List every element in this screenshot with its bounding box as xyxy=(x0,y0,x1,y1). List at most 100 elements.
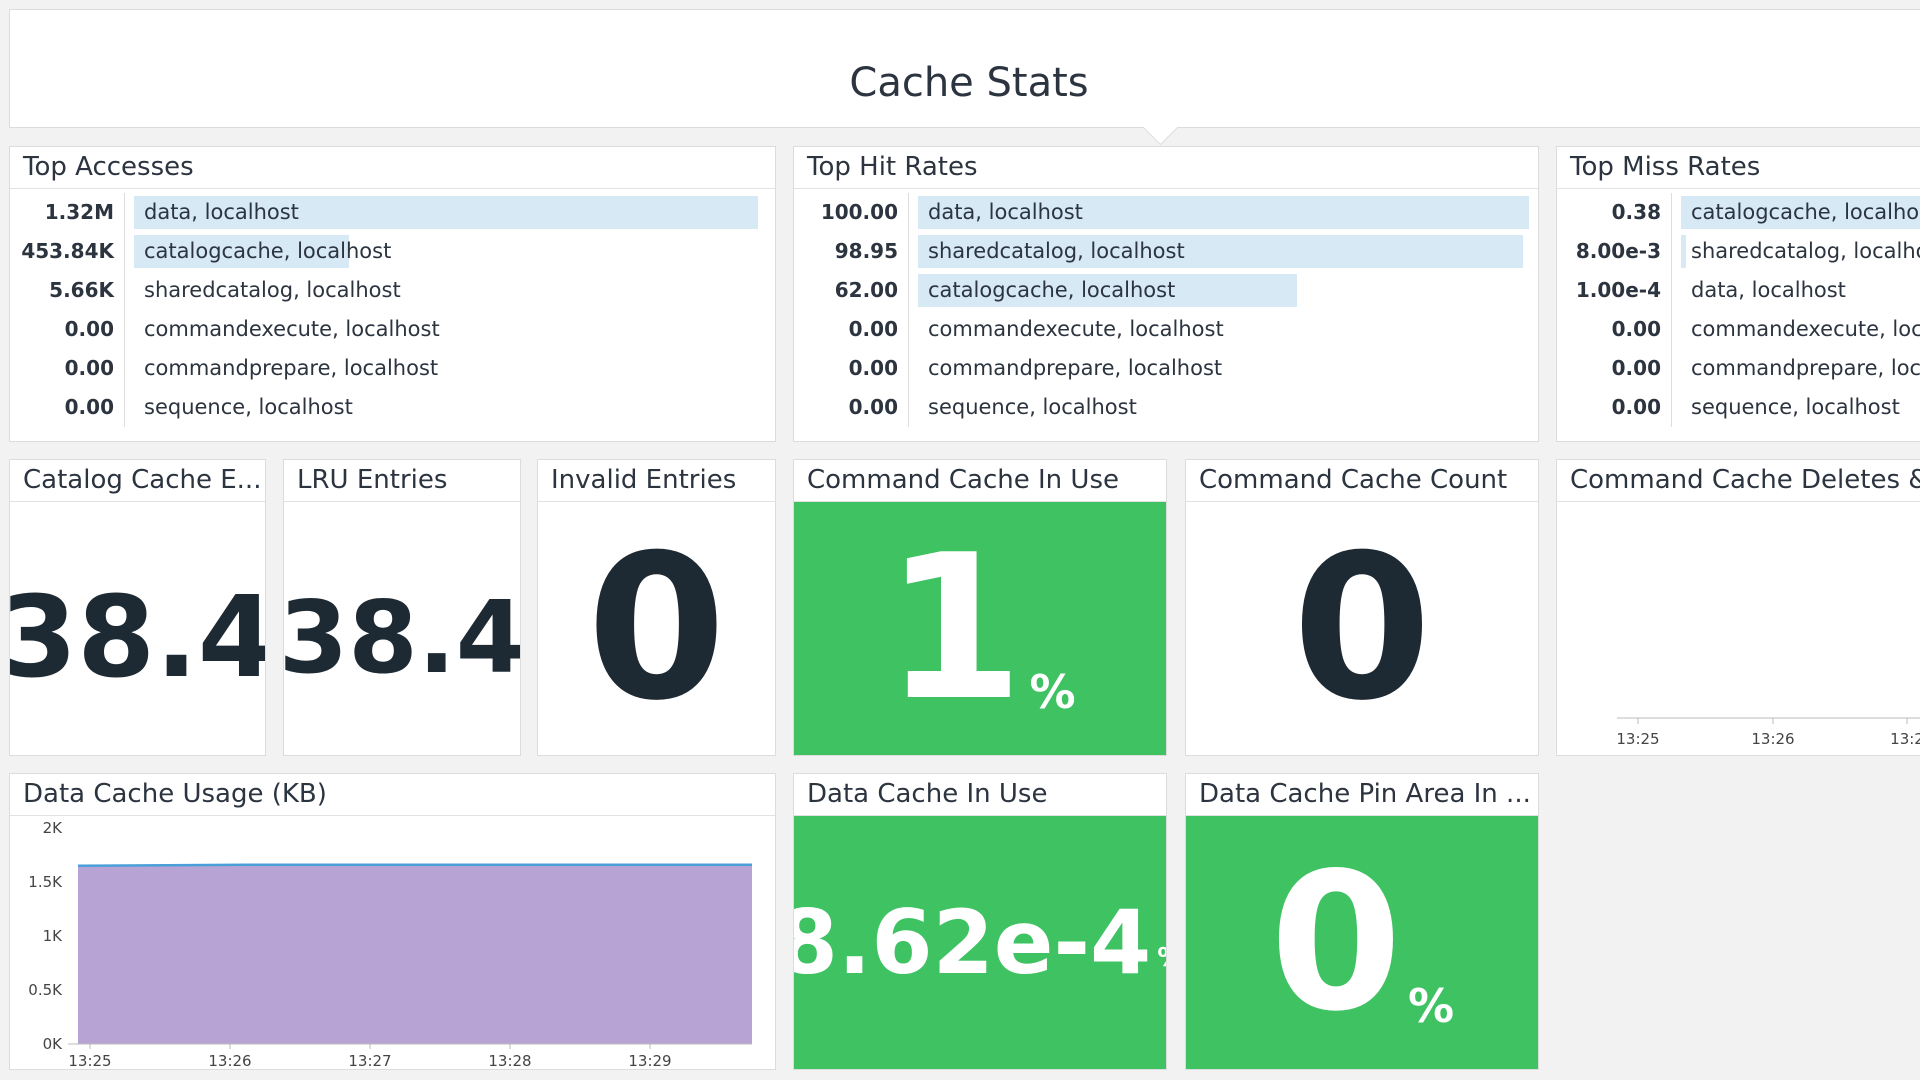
toplist-row[interactable]: 100.00 data, localhost xyxy=(794,193,1538,232)
row-label: sequence, localhost xyxy=(928,395,1137,419)
toplist-row[interactable]: 0.00 commandexecute, localhost xyxy=(794,310,1538,349)
row-label: sharedcatalog, localhost xyxy=(928,239,1185,263)
row-label: sharedcatalog, localhost xyxy=(144,278,401,302)
toplist-row[interactable]: 1.32M data, localhost xyxy=(10,193,775,232)
row-bar xyxy=(918,196,1529,229)
toplist-row[interactable]: 62.00 catalogcache, localhost xyxy=(794,271,1538,310)
command-cache-count-widget[interactable]: Command Cache Count 0 xyxy=(1185,459,1539,756)
top-accesses-widget[interactable]: Top Accesses 1.32M data, localhost 453.84K… xyxy=(9,146,776,442)
row-label: commandexecute, localhost xyxy=(144,317,440,341)
row-value: 0.00 xyxy=(1557,310,1672,349)
row-label: data, localhost xyxy=(1691,278,1846,302)
series-line xyxy=(77,863,752,868)
row-label: catalogcache, localhost xyxy=(928,278,1176,302)
data-cache-in-use-widget[interactable]: Data Cache In Use 8.62e-4 % xyxy=(793,773,1167,1070)
query-value: 0 xyxy=(538,502,775,755)
row-value: 0.00 xyxy=(1557,349,1672,388)
row-value: 62.00 xyxy=(794,271,909,310)
catalog-cache-entries-widget[interactable]: Catalog Cache E... 38.4 xyxy=(9,459,266,756)
value-text: 0 xyxy=(1292,512,1432,745)
row-value: 1.32M xyxy=(10,193,125,232)
lru-entries-widget[interactable]: LRU Entries 38.4 xyxy=(283,459,521,756)
dashboard-title: Cache Stats xyxy=(849,60,1089,106)
value-text: 38.4 xyxy=(9,572,266,703)
toplist-row[interactable]: 453.84K catalogcache, localhost xyxy=(10,232,775,271)
x-tick-label: 13:25 xyxy=(68,1052,111,1070)
row-value: 0.00 xyxy=(10,310,125,349)
row-value: 0.00 xyxy=(794,388,909,427)
toplist-row[interactable]: 8.00e-3 sharedcatalog, localhost xyxy=(1557,232,1920,271)
x-tick-label: 13:25 xyxy=(1616,730,1659,748)
query-value: 38.4 xyxy=(284,520,520,755)
row-label: catalogcache, localhost xyxy=(144,239,392,263)
command-cache-in-use-widget[interactable]: Command Cache In Use 1 % xyxy=(793,459,1167,756)
row-label: commandprepare, localhost xyxy=(144,356,439,380)
x-tick-label: 13:26 xyxy=(1751,730,1794,748)
query-value: 8.62e-4 % xyxy=(794,816,1166,1069)
y-tick-label: 1.5K xyxy=(28,873,63,891)
toplist-row[interactable]: 0.38 catalogcache, localhost xyxy=(1557,193,1920,232)
unit-label: % xyxy=(1029,665,1076,719)
x-tick-label: 13:26 xyxy=(208,1052,251,1070)
value-text: 1 xyxy=(884,512,1024,745)
row-value: 0.00 xyxy=(1557,388,1672,427)
top-miss-rates-widget[interactable]: 0.38 catalogcache, localhost 8.00e-3 shared… xyxy=(1556,146,1920,442)
banner-widget: Cache Stats xyxy=(9,9,1920,146)
toplist-row[interactable]: 98.95 sharedcatalog, localhost xyxy=(794,232,1538,271)
widget-title: Data Cache Pin Area In ... xyxy=(1186,774,1538,816)
widget-title: Top Hit Rates xyxy=(794,147,1538,189)
widget-title: Data Cache In Use xyxy=(794,774,1166,816)
row-label: catalogcache, localhost xyxy=(1691,200,1920,224)
toplist: 100.00 data, localhost 98.95 sharedcatalog,… xyxy=(794,193,1538,427)
y-tick-label: 0.5K xyxy=(28,981,63,999)
data-cache-pin-area-widget[interactable]: Data Cache Pin Area In ... 0 % xyxy=(1185,773,1539,1070)
invalid-entries-widget[interactable]: Invalid Entries 0 xyxy=(537,459,776,756)
toplist-row[interactable]: 0.00 sequence, localhost xyxy=(1557,388,1920,427)
value-text: 8.62e-4 xyxy=(793,891,1152,994)
row-value: 0.00 xyxy=(10,388,125,427)
widget-title: Command Cache Deletes & I xyxy=(1557,460,1920,502)
row-label: commandexecute, localhost xyxy=(928,317,1224,341)
value-text: 0 xyxy=(586,512,727,745)
row-bar xyxy=(918,235,1523,268)
row-label: sequence, localhost xyxy=(144,395,353,419)
toplist-row[interactable]: 5.66K sharedcatalog, localhost xyxy=(10,271,775,310)
toplist-row[interactable]: 0.00 sequence, localhost xyxy=(794,388,1538,427)
row-label: commandprepare, localhost xyxy=(1691,356,1920,380)
unit-label: % xyxy=(1157,943,1166,973)
row-bar xyxy=(1681,235,1687,268)
command-cache-deletes-widget[interactable]: Command Cache Deletes & I 13:25 13:26 13… xyxy=(1556,459,1920,756)
row-value: 0.38 xyxy=(1557,193,1672,232)
area-series xyxy=(78,864,752,1044)
value-text: 0 xyxy=(1269,832,1403,1053)
status-background xyxy=(794,816,1166,1069)
row-value: 1.00e-4 xyxy=(1557,271,1672,310)
toplist-row[interactable]: 0.00 commandprepare, localhost xyxy=(794,349,1538,388)
row-bar xyxy=(134,235,350,268)
toplist-row[interactable]: 0.00 commandexecute, localhost xyxy=(10,310,775,349)
y-tick-label: 2K xyxy=(43,819,64,837)
toplist-row[interactable]: 0.00 sequence, localhost xyxy=(10,388,775,427)
row-value: 0.00 xyxy=(794,310,909,349)
query-value: 0 % xyxy=(1186,816,1538,1069)
widget-title: LRU Entries xyxy=(284,460,520,502)
top-hit-rates-widget[interactable]: 100.00 data, localhost 98.95 sharedcatalog,… xyxy=(793,146,1539,442)
toplist-row[interactable]: 0.00 commandexecute, localhost xyxy=(1557,310,1920,349)
query-value: 1 % xyxy=(794,502,1166,755)
row-value: 0.00 xyxy=(794,349,909,388)
row-label: data, localhost xyxy=(144,200,299,224)
row-value: 100.00 xyxy=(794,193,909,232)
row-bar xyxy=(1681,196,1920,229)
row-label: data, localhost xyxy=(928,200,1083,224)
data-cache-usage-widget[interactable]: Data Cache Usage (KB) 0K 0.5K 1K 1.5K 2K 13:2… xyxy=(9,773,776,1070)
widget-title: Top Miss Rates xyxy=(1557,147,1920,189)
unit-label: % xyxy=(1408,979,1455,1033)
timeseries-chart: 13:25 13:26 13:2 xyxy=(1616,717,1920,748)
query-value: 0 xyxy=(1186,502,1538,755)
row-value: 8.00e-3 xyxy=(1557,232,1672,271)
row-label: commandexecute, localhost xyxy=(1691,317,1920,341)
widget-title: Data Cache Usage (KB) xyxy=(10,774,775,816)
toplist-row[interactable]: 0.00 commandprepare, localhost xyxy=(1557,349,1920,388)
toplist-row[interactable]: 1.00e-4 data, localhost xyxy=(1557,271,1920,310)
toplist-row[interactable]: 0.00 commandprepare, localhost xyxy=(10,349,775,388)
